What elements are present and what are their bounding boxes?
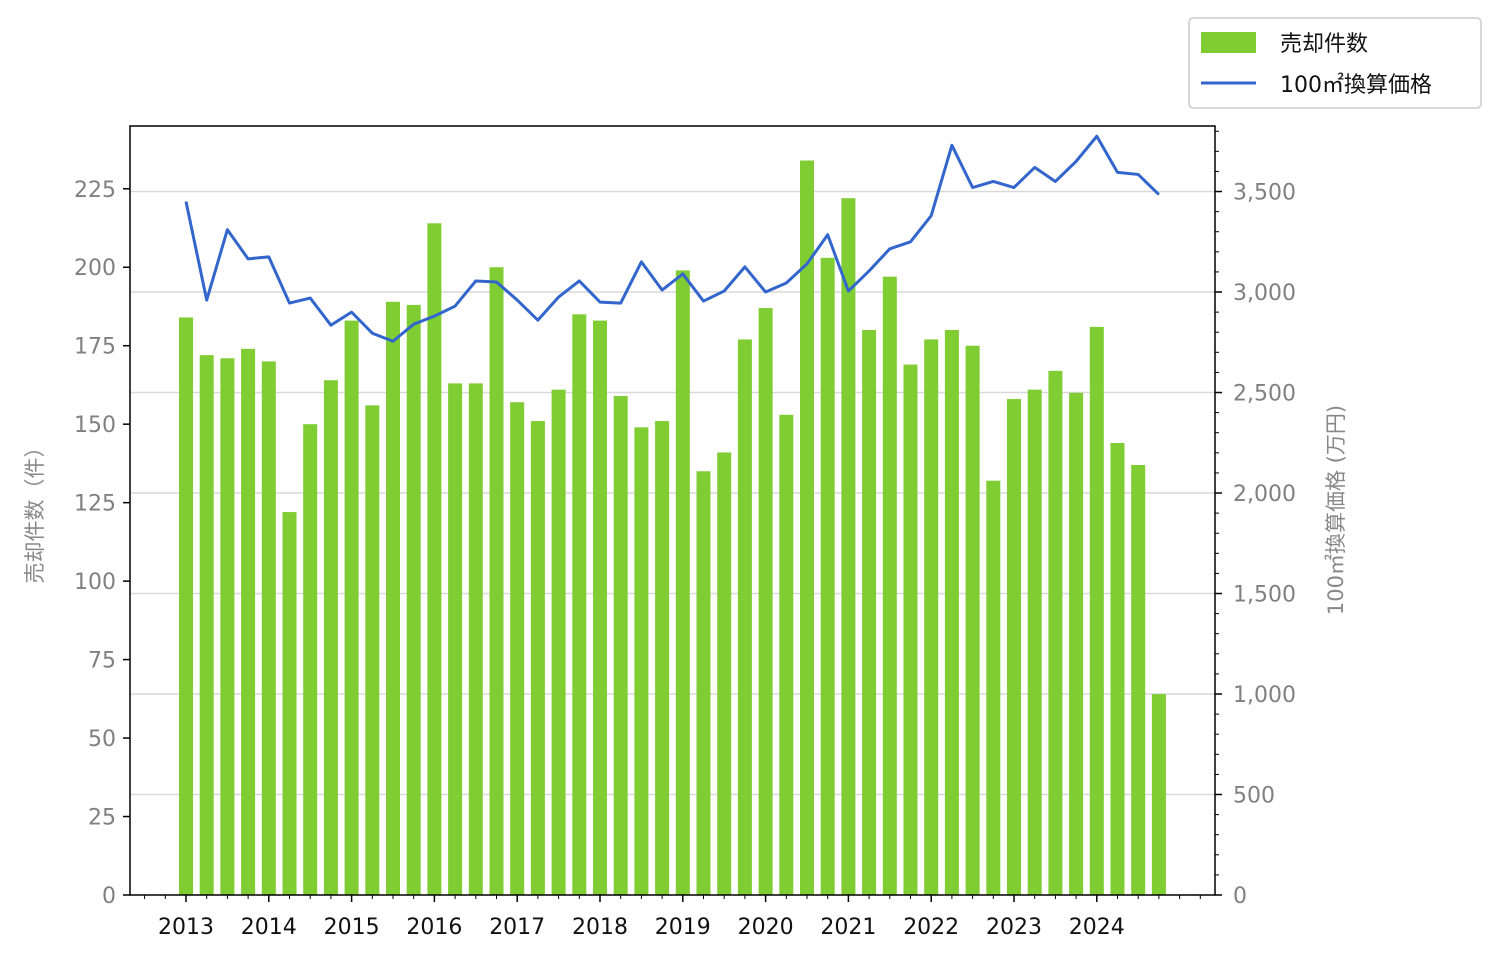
y-right-tick-label: 3,500 bbox=[1233, 181, 1296, 206]
bar bbox=[696, 471, 711, 895]
x-tick-label: 2016 bbox=[406, 915, 462, 940]
legend-line-label: 100㎡換算価格 bbox=[1280, 72, 1432, 98]
x-tick-label: 2024 bbox=[1069, 915, 1125, 940]
x-tick-label: 2019 bbox=[655, 915, 711, 940]
bar bbox=[655, 421, 670, 895]
bar bbox=[613, 395, 628, 895]
bar bbox=[800, 160, 814, 895]
bar-series bbox=[179, 160, 1166, 896]
y-left-tick-label: 125 bbox=[74, 492, 116, 517]
bar bbox=[986, 480, 1001, 895]
y-left-tick-label: 100 bbox=[74, 570, 116, 595]
x-tick-label: 2013 bbox=[158, 915, 214, 940]
bar bbox=[862, 330, 877, 896]
bar bbox=[303, 424, 318, 895]
y-left-tick-label: 150 bbox=[74, 413, 116, 438]
bar bbox=[365, 405, 380, 895]
x-tick-label: 2022 bbox=[903, 915, 959, 940]
y-right-tick-label: 1,500 bbox=[1233, 583, 1296, 608]
plot-frame bbox=[129, 125, 1216, 896]
bar bbox=[634, 427, 649, 895]
bar bbox=[1048, 370, 1063, 896]
y-right-tick-label: 0 bbox=[1233, 884, 1247, 909]
bar bbox=[323, 380, 338, 895]
y-left-tick-label: 200 bbox=[74, 256, 116, 281]
bar bbox=[1089, 326, 1104, 896]
bar bbox=[779, 414, 794, 895]
bar bbox=[386, 301, 400, 895]
y-left-tick-label: 0 bbox=[102, 884, 116, 909]
bar bbox=[882, 276, 897, 895]
legend-bar-swatch bbox=[1201, 32, 1256, 53]
bar bbox=[758, 308, 773, 896]
bar bbox=[737, 339, 752, 895]
bar bbox=[572, 314, 587, 895]
bar bbox=[448, 383, 463, 895]
y-left-axis-label: 売却件数（件） bbox=[23, 437, 47, 584]
bar bbox=[1007, 399, 1021, 895]
bar bbox=[241, 348, 256, 896]
y-left-tick-label: 75 bbox=[88, 649, 116, 674]
bar bbox=[551, 389, 566, 895]
bar bbox=[820, 257, 835, 895]
bar bbox=[1131, 464, 1146, 895]
price-line bbox=[184, 134, 1160, 343]
x-tick-label: 2018 bbox=[572, 915, 628, 940]
bar bbox=[510, 402, 525, 895]
x-tick-label: 2020 bbox=[738, 915, 794, 940]
bar bbox=[261, 361, 276, 895]
y-right-tick-label: 500 bbox=[1233, 784, 1275, 809]
bar bbox=[1110, 443, 1125, 895]
bar bbox=[179, 317, 193, 895]
axis-ticks: 0 25 50 75 100 125 150 175 200 225 0 500 1,000 1,500 2… bbox=[74, 130, 1296, 940]
y-right-tick-label: 2,000 bbox=[1233, 482, 1296, 507]
bar bbox=[924, 339, 939, 895]
bar bbox=[841, 198, 856, 895]
bar bbox=[468, 383, 483, 895]
bar bbox=[220, 358, 235, 895]
bar bbox=[530, 421, 545, 895]
y-left-tick-label: 225 bbox=[74, 178, 116, 203]
x-tick-label: 2014 bbox=[241, 915, 297, 940]
legend-box bbox=[1188, 17, 1482, 109]
bar bbox=[344, 320, 359, 895]
bar bbox=[593, 320, 607, 895]
x-tick-label: 2017 bbox=[489, 915, 545, 940]
bar bbox=[406, 304, 421, 895]
legend: 売却件数 100㎡換算価格 bbox=[1188, 17, 1482, 109]
bar bbox=[944, 330, 959, 896]
bar bbox=[199, 355, 214, 895]
legend-bar-label: 売却件数 bbox=[1280, 32, 1368, 57]
y-left-tick-label: 175 bbox=[74, 335, 116, 360]
bar bbox=[675, 270, 690, 895]
bar bbox=[1151, 694, 1166, 895]
bar bbox=[1027, 389, 1042, 895]
bar bbox=[489, 267, 504, 896]
y-left-tick-label: 50 bbox=[88, 727, 116, 752]
bar bbox=[717, 452, 732, 895]
y-right-axis-label: 100㎡換算価格 (万円) bbox=[1324, 405, 1348, 615]
x-tick-label: 2015 bbox=[324, 915, 380, 940]
x-tick-label: 2021 bbox=[820, 915, 876, 940]
bar bbox=[282, 512, 297, 895]
bar bbox=[427, 223, 442, 895]
y-right-tick-label: 2,500 bbox=[1233, 382, 1296, 407]
y-right-tick-label: 1,000 bbox=[1233, 683, 1296, 708]
x-tick-label: 2023 bbox=[986, 915, 1042, 940]
bar bbox=[903, 364, 918, 895]
y-right-tick-label: 3,000 bbox=[1233, 281, 1296, 306]
bar bbox=[1069, 392, 1084, 895]
bar bbox=[965, 345, 980, 895]
y-left-tick-label: 25 bbox=[88, 806, 116, 831]
